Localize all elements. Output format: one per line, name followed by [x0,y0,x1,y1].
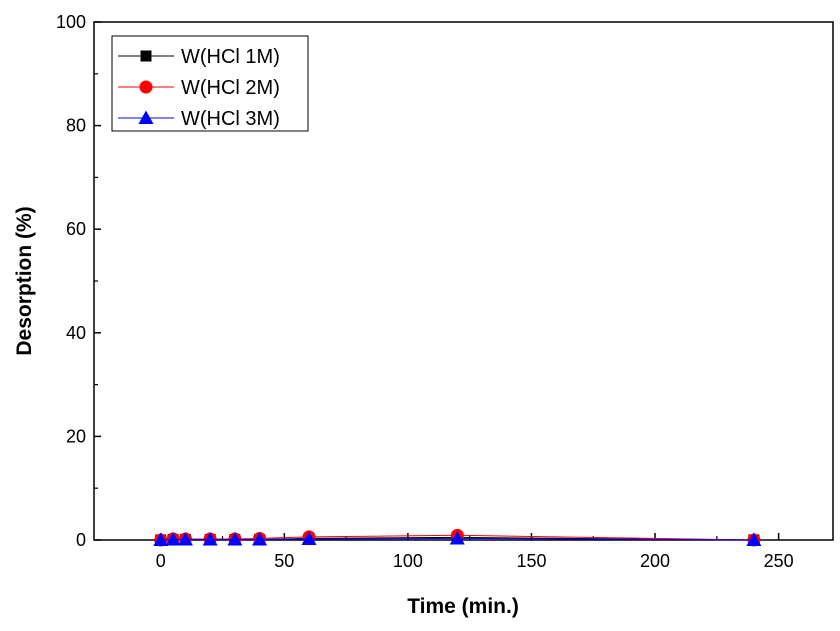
legend-item: W(HCl 3M) [118,108,280,130]
legend-label: W(HCl 3M) [181,108,280,130]
legend-marker [139,80,153,94]
legend-marker [138,110,154,124]
data-point [177,531,193,546]
x-tick-label: 0 [156,551,166,571]
data-point [153,532,169,546]
data-point [252,531,268,546]
x-tick-label: 200 [640,551,670,571]
legend-marker [140,50,152,62]
x-tick-label: 100 [393,551,423,571]
y-tick-label: 40 [66,323,86,343]
legend-item: W(HCl 1M) [118,46,280,68]
legend-label: W(HCl 2M) [181,77,280,99]
data-point [165,531,181,546]
x-axis: 0 50 100 150 200 250 [156,533,794,571]
data-point [449,530,465,545]
x-tick-label: 250 [764,551,794,571]
x-tick-label: 50 [274,551,294,571]
x-tick-label: 150 [516,551,546,571]
y-tick-label: 100 [56,12,86,32]
data-point [202,531,218,546]
data-point [301,531,317,545]
x-axis-title: Time (min.) [407,595,519,618]
data-point [746,532,762,546]
legend-item: W(HCl 2M) [118,77,280,99]
y-axis-title: Desorption (%) [13,206,36,355]
y-tick-label: 80 [66,116,86,136]
y-axis: 0 20 40 60 80 100 [56,12,101,550]
y-tick-label: 60 [66,219,86,239]
legend-label: W(HCl 1M) [181,46,280,68]
data-point [227,531,243,546]
y-tick-label: 0 [76,530,86,550]
series-layer [153,528,762,547]
legend: W(HCl 1M) W(HCl 2M) W(HCl 3M) [111,35,309,132]
y-tick-label: 20 [66,426,86,446]
series-3 [153,530,762,546]
